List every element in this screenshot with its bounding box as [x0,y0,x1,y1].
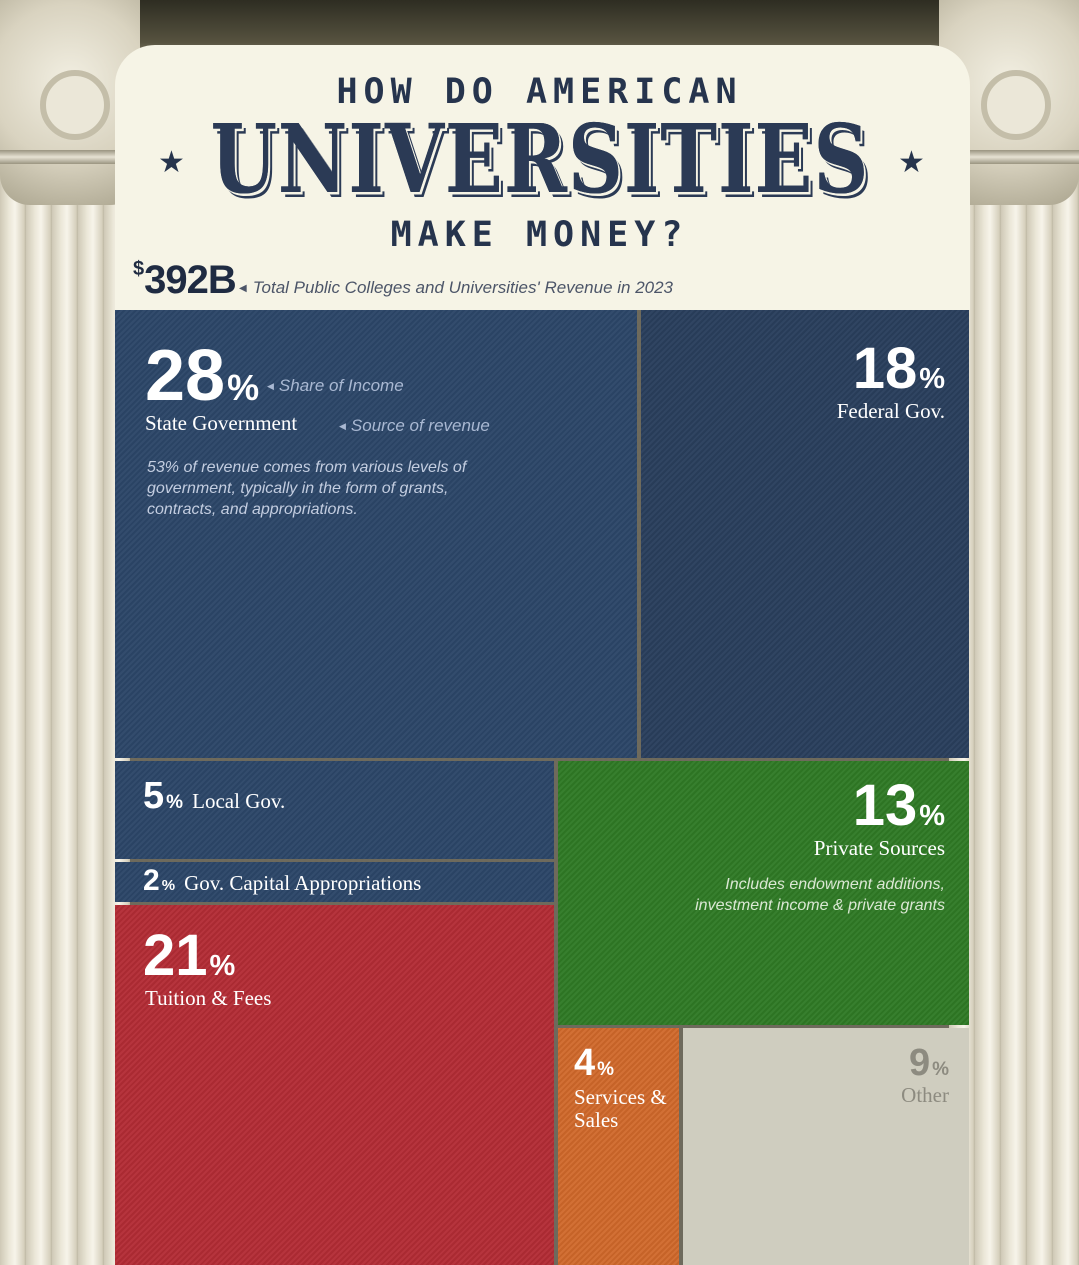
left-column [0,0,130,1265]
tile-label: Tuition & Fees [145,986,272,1010]
tile-other: 9% Other [683,1028,969,1265]
tile-percent: 28% [145,336,260,416]
source-annotation: ◀ Source of revenue [339,416,490,436]
tile-federal-gov: 18% Federal Gov. [641,310,969,758]
star-icon: ★ [158,145,185,180]
source-annotation-text: Source of revenue [350,416,490,435]
tile-label: Gov. Capital Appropriations [184,871,422,895]
total-revenue: $392B [133,258,237,303]
tile-percent: 2% [143,864,176,897]
total-note-text: Total Public Colleges and Universities' … [252,278,674,297]
total-value: 392B [144,258,237,302]
tile-tuition-fees: 21% Tuition & Fees [115,905,554,1265]
share-annotation: ◀ Share of Income [267,376,404,396]
right-column-band [939,150,1079,164]
tile-percent: 5% [143,775,184,817]
tile-note: 53% of revenue comes from various levels… [147,459,467,518]
tile-local-gov: 5% Local Gov. [115,761,554,859]
pointer-arrow-icon: ◀ [339,421,346,431]
total-currency: $ [133,258,145,280]
tile-label: Services & Sales [574,1085,667,1133]
tile-label: Private Sources [813,836,945,860]
total-note: ◀ Total Public Colleges and Universities'… [239,278,673,298]
title-line-3: MAKE MONEY? [390,215,689,255]
tile-services-sales: 4% Services & Sales [558,1028,679,1265]
tile-percent: 4% [574,1042,615,1084]
pointer-arrow-icon: ◀ [239,283,247,294]
tile-label: Federal Gov. [836,399,945,423]
tile-state-government: 28% ◀ Share of Income State Government ◀ S… [115,310,637,758]
pointer-arrow-icon: ◀ [267,381,274,391]
right-column [949,0,1079,1265]
header-panel [115,45,970,310]
tile-percent: 9% [908,1042,949,1084]
tile-label: State Government [145,411,298,435]
tile-gov-capital-appropriations: 2% Gov. Capital Appropriations [115,862,554,902]
tile-label: Local Gov. [192,789,286,813]
tile-label: Other [901,1083,949,1107]
title-line-1: HOW DO AMERICAN [336,72,743,112]
tile-private-sources: 13% Private Sources Includes endowment a… [558,761,969,1025]
star-icon: ★ [898,145,925,180]
left-volute [40,70,110,140]
tile-percent: 13% [852,773,945,838]
left-column-band [0,150,140,164]
tile-percent: 18% [852,336,945,401]
right-volute [981,70,1051,140]
tile-note: Includes endowment additions, investment… [695,876,945,914]
share-annotation-text: Share of Income [278,376,404,395]
title-headline: UNIVERSITIES [210,103,870,215]
tile-percent: 21% [143,923,236,988]
